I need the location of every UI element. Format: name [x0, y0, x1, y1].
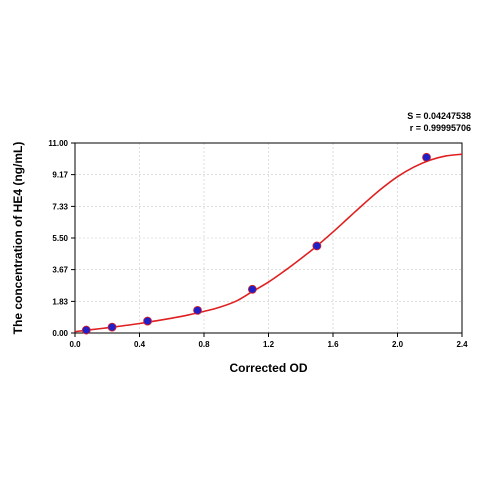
y-tick-label: 3.67 — [52, 266, 68, 275]
x-tick-label: 2.0 — [392, 340, 404, 349]
data-point — [312, 241, 322, 251]
fit-curve — [74, 153, 463, 333]
data-point — [247, 284, 257, 294]
x-tick-label: 0.4 — [134, 340, 146, 349]
data-point — [143, 316, 152, 326]
x-tick-label: 0.8 — [198, 340, 210, 349]
data-points — [81, 152, 431, 335]
y-tick-label: 11.00 — [48, 139, 68, 148]
y-tick-label: 1.83 — [52, 297, 68, 306]
x-tick-label: 2.4 — [456, 340, 468, 349]
x-axis-title: Corrected OD — [229, 361, 307, 375]
fit-statistics: S = 0.04247538 r = 0.99995706 — [407, 110, 471, 134]
x-tick-label: 1.6 — [327, 340, 339, 349]
y-tick-label: 0.00 — [52, 329, 68, 338]
data-point — [81, 325, 91, 335]
x-tick-label: 1.2 — [263, 340, 275, 349]
data-point — [193, 305, 202, 315]
data-point — [422, 152, 431, 162]
x-tick-label: 0.0 — [69, 340, 81, 349]
axis-ticks: 0.0 0.4 0.8 1.2 1.6 2.0 2.4 0.00 1.83 3.67 5.50 7.3… — [48, 139, 468, 349]
y-tick-label: 7.33 — [52, 202, 68, 211]
y-tick-label: 9.17 — [52, 171, 68, 180]
s-value: S = 0.04247538 — [407, 111, 471, 121]
data-point — [107, 322, 117, 332]
y-tick-label: 5.50 — [52, 234, 68, 243]
grid-lines — [75, 143, 462, 333]
y-axis-title: The concentration of HE4 (ng/mL) — [11, 142, 25, 335]
r-value: r = 0.99995706 — [409, 123, 471, 133]
